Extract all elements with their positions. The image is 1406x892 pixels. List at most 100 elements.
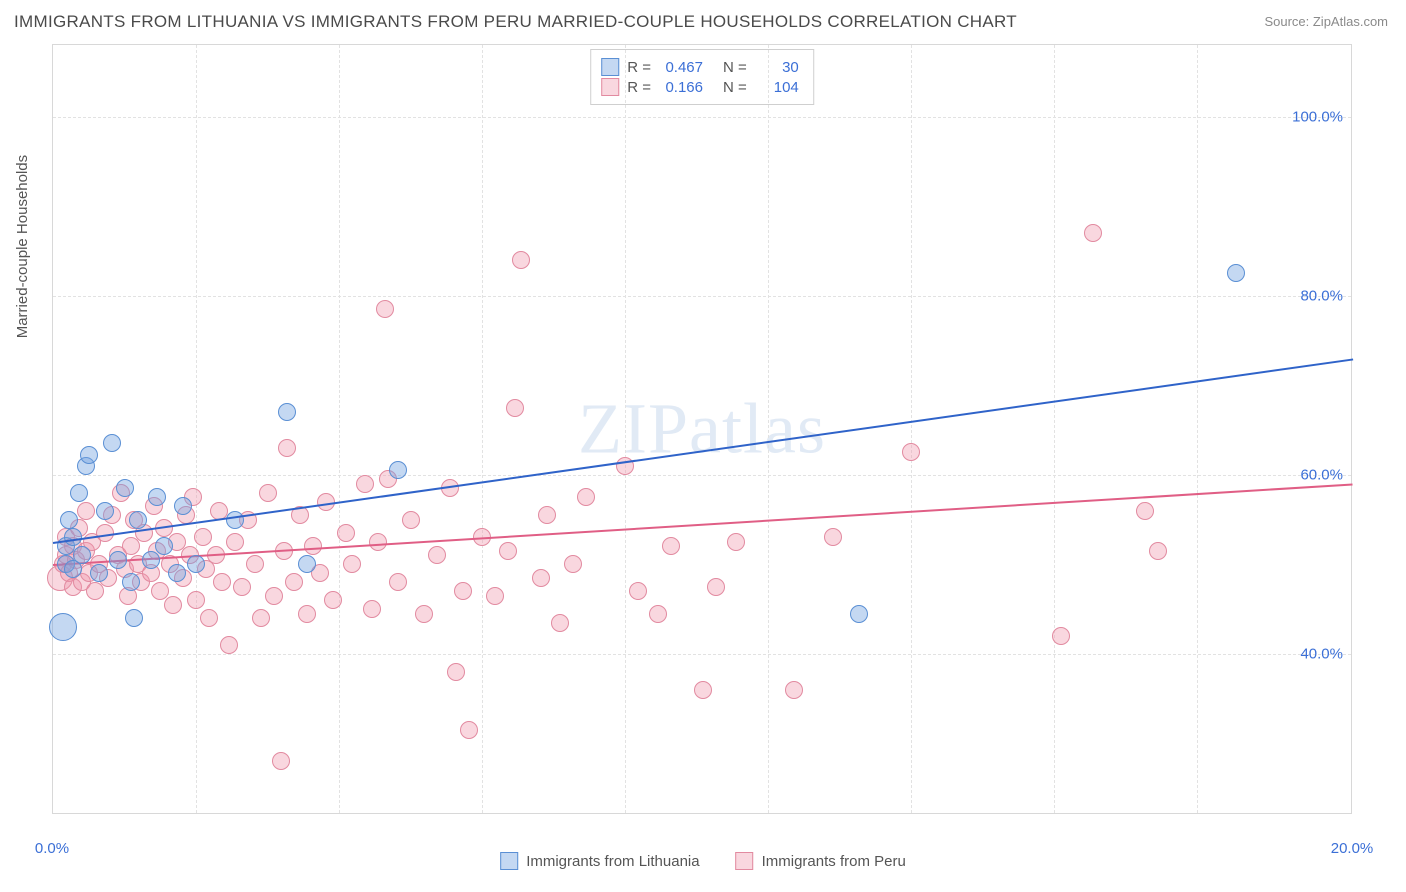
scatter-point [226, 533, 244, 551]
gridline-vertical [1197, 45, 1198, 813]
scatter-point [551, 614, 569, 632]
y-tick-label: 100.0% [1292, 108, 1343, 125]
stats-legend-box: R = 0.467 N = 30 R = 0.166 N = 104 [590, 49, 814, 105]
scatter-point [298, 555, 316, 573]
scatter-point [662, 537, 680, 555]
scatter-point [1227, 264, 1245, 282]
scatter-point [129, 511, 147, 529]
source-attribution: Source: ZipAtlas.com [1264, 14, 1388, 29]
scatter-point [499, 542, 517, 560]
n-value: 30 [755, 59, 799, 76]
scatter-point [252, 609, 270, 627]
scatter-point [1052, 627, 1070, 645]
scatter-point [1136, 502, 1154, 520]
scatter-point [629, 582, 647, 600]
scatter-point [103, 434, 121, 452]
n-label: N = [723, 59, 747, 76]
gridline-horizontal [53, 117, 1351, 118]
scatter-point [70, 484, 88, 502]
scatter-point [125, 609, 143, 627]
legend-item: Immigrants from Peru [736, 852, 906, 870]
scatter-point [649, 605, 667, 623]
scatter-point [200, 609, 218, 627]
scatter-point [850, 605, 868, 623]
n-value: 104 [755, 79, 799, 96]
r-value: 0.166 [659, 79, 703, 96]
r-value: 0.467 [659, 59, 703, 76]
legend-label: Immigrants from Lithuania [526, 853, 699, 870]
scatter-point [80, 446, 98, 464]
scatter-point [428, 546, 446, 564]
scatter-point [109, 551, 127, 569]
scatter-point [356, 475, 374, 493]
gridline-vertical [196, 45, 197, 813]
scatter-point [86, 582, 104, 600]
y-tick-label: 80.0% [1300, 287, 1343, 304]
scatter-point [389, 573, 407, 591]
legend-swatch [601, 58, 619, 76]
x-tick-label: 0.0% [35, 840, 69, 857]
scatter-point [174, 497, 192, 515]
scatter-point [155, 537, 173, 555]
gridline-horizontal [53, 654, 1351, 655]
scatter-point [220, 636, 238, 654]
chart-title: IMMIGRANTS FROM LITHUANIA VS IMMIGRANTS … [14, 12, 1017, 32]
scatter-point [298, 605, 316, 623]
scatter-point [460, 721, 478, 739]
scatter-point [168, 564, 186, 582]
y-tick-label: 60.0% [1300, 466, 1343, 483]
scatter-point [142, 551, 160, 569]
trend-line [53, 358, 1353, 544]
scatter-point [96, 502, 114, 520]
y-axis-label: Married-couple Households [14, 155, 31, 338]
gridline-horizontal [53, 296, 1351, 297]
gridline-horizontal [53, 475, 1351, 476]
scatter-point [272, 752, 290, 770]
scatter-point [389, 461, 407, 479]
scatter-point [164, 596, 182, 614]
scatter-point [90, 564, 108, 582]
legend-item: Immigrants from Lithuania [500, 852, 699, 870]
scatter-plot-area: ZIPatlas R = 0.467 N = 30 R = 0.166 N = 104 40.… [52, 44, 1352, 814]
scatter-point [285, 573, 303, 591]
stats-row: R =0.467N =30 [601, 58, 799, 76]
scatter-point [77, 502, 95, 520]
n-label: N = [723, 79, 747, 96]
scatter-point [194, 528, 212, 546]
r-label: R = [627, 79, 651, 96]
scatter-point [213, 573, 231, 591]
scatter-point [577, 488, 595, 506]
stats-row: R = 0.166 N = 104 [601, 78, 799, 96]
legend-swatch [500, 852, 518, 870]
bottom-legend: Immigrants from Lithuania Immigrants from… [500, 852, 906, 870]
scatter-point [233, 578, 251, 596]
scatter-point [506, 399, 524, 417]
watermark-text: ZIPatlas [578, 388, 826, 471]
scatter-point [60, 511, 78, 529]
scatter-point [486, 587, 504, 605]
scatter-point [337, 524, 355, 542]
scatter-point [148, 488, 166, 506]
gridline-vertical [768, 45, 769, 813]
gridline-vertical [625, 45, 626, 813]
y-tick-label: 40.0% [1300, 645, 1343, 662]
scatter-point [454, 582, 472, 600]
gridline-vertical [339, 45, 340, 813]
gridline-vertical [911, 45, 912, 813]
legend-swatch [736, 852, 754, 870]
scatter-point [116, 479, 134, 497]
scatter-point [785, 681, 803, 699]
scatter-point [447, 663, 465, 681]
scatter-point [902, 443, 920, 461]
scatter-point [532, 569, 550, 587]
scatter-point [1084, 224, 1102, 242]
scatter-point [278, 403, 296, 421]
scatter-point [538, 506, 556, 524]
scatter-point [824, 528, 842, 546]
scatter-point [376, 300, 394, 318]
scatter-point [402, 511, 420, 529]
scatter-point [73, 546, 91, 564]
scatter-point [259, 484, 277, 502]
scatter-point [707, 578, 725, 596]
scatter-point [187, 591, 205, 609]
